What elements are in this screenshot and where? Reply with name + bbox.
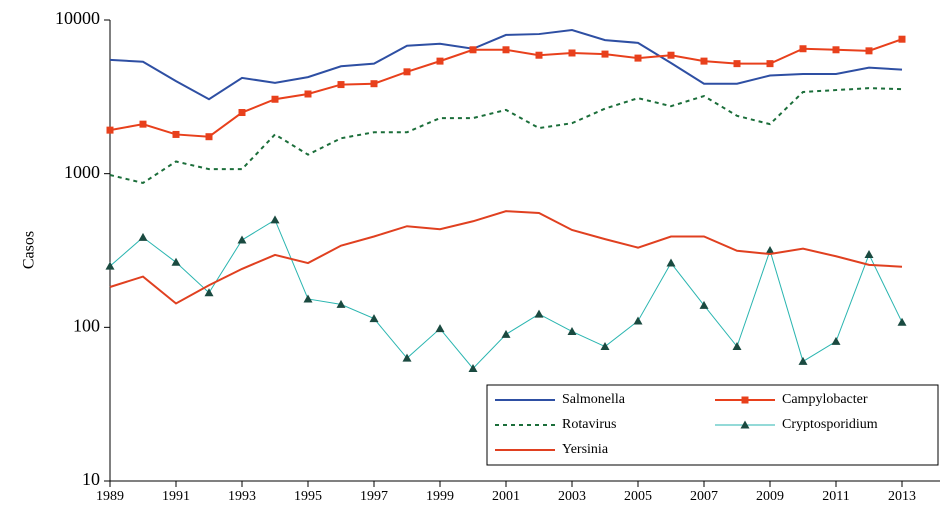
data-point — [699, 300, 709, 309]
data-point — [205, 133, 213, 141]
data-point — [138, 232, 148, 241]
x-tick-label: 2009 — [756, 489, 784, 504]
legend-marker — [740, 420, 750, 429]
legend-label: Rotavirus — [562, 417, 616, 432]
data-point — [865, 47, 873, 55]
legend-label: Salmonella — [562, 392, 626, 407]
data-point — [798, 356, 808, 365]
data-point — [667, 51, 675, 59]
y-tick-label: 10 — [82, 469, 100, 489]
data-point — [567, 326, 577, 335]
y-tick-label: 100 — [73, 315, 100, 335]
data-point — [337, 81, 345, 89]
y-tick-label: 10000 — [55, 8, 100, 28]
data-point — [402, 353, 412, 362]
data-point — [897, 317, 907, 326]
data-point — [105, 261, 115, 270]
x-tick-label: 2003 — [558, 489, 586, 504]
data-point — [799, 45, 807, 53]
data-point — [403, 68, 411, 76]
series-line — [109, 38, 903, 138]
x-tick-label: 1989 — [96, 489, 124, 504]
series-line — [109, 29, 903, 101]
data-point — [666, 258, 676, 267]
data-point — [370, 80, 378, 88]
y-tick-label: 1000 — [64, 162, 100, 182]
data-point — [765, 246, 775, 255]
data-point — [733, 60, 741, 68]
data-point — [304, 90, 312, 98]
data-point — [436, 57, 444, 65]
data-point — [600, 342, 610, 351]
data-point — [172, 130, 180, 138]
data-point — [534, 309, 544, 318]
data-point — [831, 336, 841, 345]
data-point — [369, 314, 379, 323]
data-point — [106, 126, 114, 134]
data-point — [204, 288, 214, 297]
data-point — [601, 50, 609, 58]
data-point — [139, 120, 147, 128]
data-point — [535, 51, 543, 59]
data-point — [502, 46, 510, 54]
legend-label: Yersinia — [562, 442, 609, 457]
y-axis-label: Casos — [21, 231, 38, 269]
legend-label: Campylobacter — [782, 392, 868, 407]
data-point — [238, 109, 246, 117]
x-tick-label: 2007 — [690, 489, 718, 504]
data-point — [766, 60, 774, 68]
data-point — [832, 46, 840, 54]
x-tick-label: 2011 — [822, 489, 849, 504]
x-tick-label: 1999 — [426, 489, 454, 504]
data-point — [468, 363, 478, 372]
data-point — [469, 46, 477, 54]
data-point — [732, 342, 742, 351]
data-point — [898, 35, 906, 43]
data-point — [171, 257, 181, 266]
x-tick-label: 1993 — [228, 489, 256, 504]
legend-label: Cryptosporidium — [782, 417, 878, 432]
x-tick-label: 1995 — [294, 489, 322, 504]
data-point — [336, 299, 346, 308]
series-line — [109, 210, 903, 305]
legend-box — [486, 384, 939, 466]
data-point — [700, 57, 708, 65]
x-tick-label: 2005 — [624, 489, 652, 504]
legend-marker — [741, 396, 749, 404]
x-tick-label: 2013 — [888, 489, 916, 504]
data-point — [303, 294, 313, 303]
data-point — [864, 249, 874, 258]
x-tick-label: 1991 — [162, 489, 190, 504]
data-point — [633, 316, 643, 325]
data-point — [634, 54, 642, 62]
data-point — [568, 49, 576, 57]
data-point — [237, 235, 247, 244]
data-point — [270, 215, 280, 224]
x-tick-label: 1997 — [360, 489, 388, 504]
data-point — [501, 329, 511, 338]
series-line — [109, 87, 903, 185]
data-point — [435, 324, 445, 333]
x-tick-label: 2001 — [492, 489, 520, 504]
series-line — [109, 219, 903, 370]
data-point — [271, 95, 279, 103]
